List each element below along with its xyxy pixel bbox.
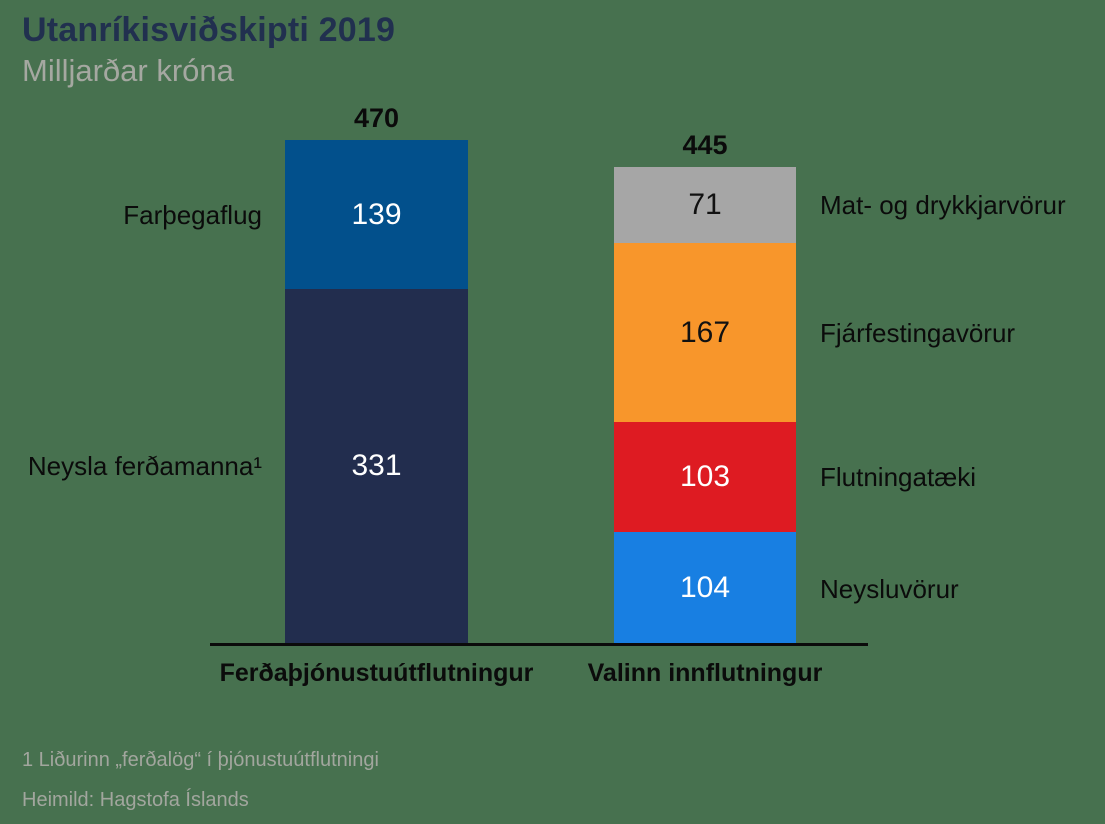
stacked-bar-exports: 470 139 331: [285, 103, 468, 643]
x-axis-line: [210, 643, 868, 646]
segment-value-mat-og-drykkjarvorur: 71: [688, 188, 722, 221]
bar-total-label-exports: 470: [353, 103, 400, 133]
category-label-neysla-ferdamanna: Neysla ferðamanna¹: [27, 451, 262, 481]
footnote: 1 Liðurinn „ferðalög“ í þjónustuútflutni…: [22, 749, 379, 771]
segment-mat-og-drykkjarvorur: 71: [614, 167, 796, 243]
chart-subtitle: Milljarðar króna: [22, 53, 234, 88]
segment-value-neysluvorur: 104: [679, 570, 731, 604]
category-label-mat-og-drykkjarvorur: Mat- og drykkjarvörur: [820, 190, 1066, 220]
segment-value-neysla-ferdamanna: 331: [351, 449, 402, 482]
segment-farthegaflug: 139: [285, 140, 468, 289]
segment-flutningataeki: 103: [614, 422, 796, 532]
segment-neysluvorur: 104: [614, 532, 796, 643]
stacked-bar-imports: 445 71 167 103 104: [614, 130, 796, 643]
x-axis-label-imports: Valinn innflutningur: [587, 659, 823, 687]
segment-neysla-ferdamanna: 331: [285, 289, 468, 643]
segment-fjarfestingavorur: 167: [614, 243, 796, 422]
category-label-neysluvorur: Neysluvörur: [820, 574, 959, 604]
chart-title: Utanríkisviðskipti 2019: [22, 11, 396, 49]
segment-value-farthegaflug: 139: [351, 197, 402, 231]
segment-value-fjarfestingavorur: 167: [679, 315, 731, 349]
source: Heimild: Hagstofa Íslands: [22, 789, 249, 811]
category-label-fjarfestingavorur: Fjárfestingavörur: [820, 318, 1016, 348]
x-axis-label-exports: Ferðaþjónustuútflutningur: [219, 659, 534, 687]
category-label-flutningataeki: Flutningatæki: [820, 462, 977, 492]
segment-value-flutningataeki: 103: [679, 460, 731, 493]
category-label-farthegaflug: Farþegaflug: [123, 200, 262, 230]
bar-total-label-imports: 445: [682, 130, 728, 160]
